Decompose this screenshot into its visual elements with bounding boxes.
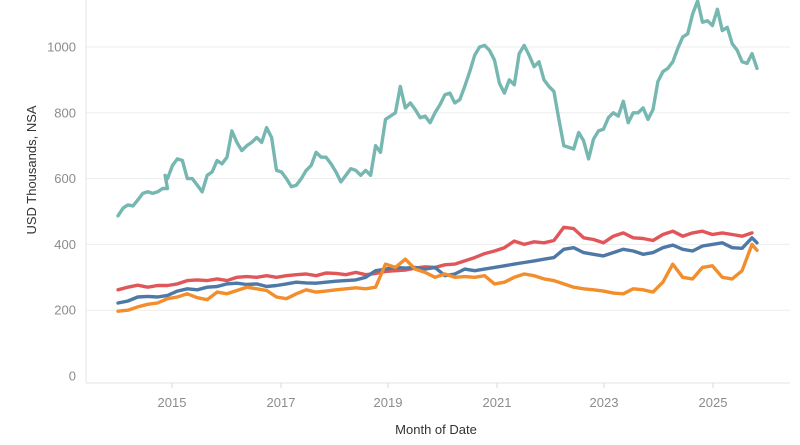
y-tick-label: 1000 xyxy=(47,40,76,55)
series-lines xyxy=(116,0,759,313)
x-tick-label: 2021 xyxy=(483,395,512,410)
x-tick-label: 2015 xyxy=(158,395,187,410)
x-axis-ticks: 2015 2017 2019 2021 2023 2025 xyxy=(158,383,728,410)
x-tick-label: 2017 xyxy=(267,395,296,410)
y-tick-label: 0 xyxy=(69,369,76,384)
y-tick-label: 600 xyxy=(54,171,76,186)
y-tick-label: 200 xyxy=(54,303,76,318)
x-tick-label: 2023 xyxy=(590,395,619,410)
series-line-blue xyxy=(116,236,759,305)
series-line-teal xyxy=(116,0,759,218)
series-line-orange xyxy=(116,242,759,313)
axes xyxy=(85,0,790,384)
x-axis-title: Month of Date xyxy=(395,422,477,437)
x-tick-label: 2025 xyxy=(699,395,728,410)
y-axis-ticks: 0 200 400 600 800 1000 xyxy=(47,40,76,384)
x-tick-label: 2019 xyxy=(374,395,403,410)
y-tick-label: 800 xyxy=(54,105,76,120)
y-tick-label: 400 xyxy=(54,237,76,252)
y-axis-title: USD Thousands, NSA xyxy=(24,105,39,234)
series-line-red xyxy=(116,225,754,292)
